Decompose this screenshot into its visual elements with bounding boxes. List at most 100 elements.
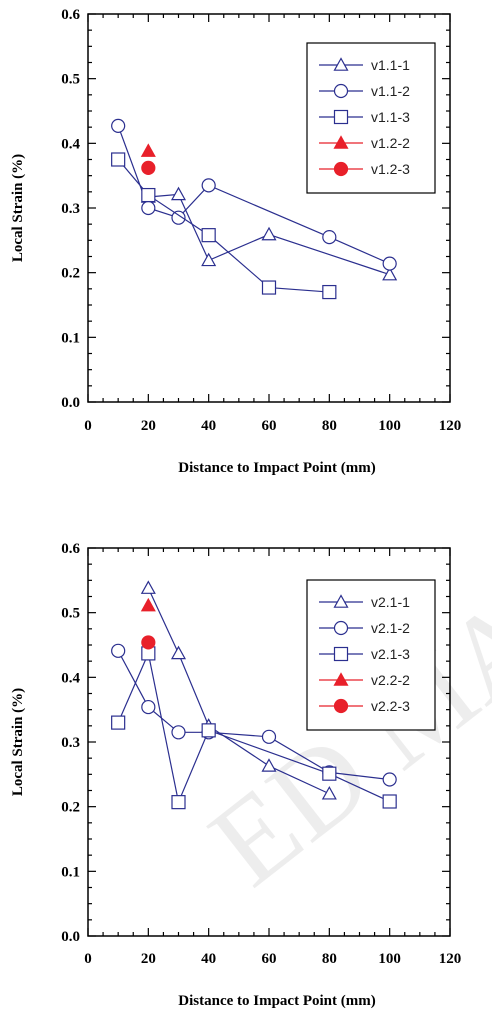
y-tick-label: 0.2 — [61, 800, 80, 816]
legend-marker — [333, 698, 349, 714]
series-v1.1-1 — [140, 186, 398, 281]
data-point — [140, 580, 156, 594]
legend-box — [306, 579, 436, 731]
legend-marker — [333, 57, 349, 71]
x-tick-label: 100 — [378, 951, 401, 967]
data-point — [382, 794, 397, 809]
y-tick-label: 0.0 — [61, 929, 80, 945]
legend-marker — [333, 109, 349, 125]
x-tick-label: 40 — [201, 418, 216, 434]
y-tick-label: 0.4 — [61, 670, 80, 686]
legend-label: v1.2-2 — [371, 135, 410, 151]
legend-label: v2.2-3 — [371, 698, 410, 714]
legend-marker — [333, 646, 349, 662]
y-tick-label: 0.4 — [61, 136, 80, 152]
data-point — [171, 210, 186, 225]
data-point — [261, 758, 277, 772]
x-tick-label: 40 — [201, 951, 216, 967]
data-point — [201, 178, 216, 193]
data-point — [170, 186, 187, 201]
series-v1.2-2 — [140, 143, 156, 157]
data-point — [201, 228, 216, 243]
legend-label: v1.1-2 — [371, 83, 410, 99]
legend: v2.1-1 v2.1-2 v2.1-3 v2.2-2 v2.2-3 — [306, 579, 436, 731]
x-tick-label: 120 — [439, 951, 462, 967]
legend-marker — [333, 161, 349, 177]
data-point — [201, 252, 217, 267]
data-point — [141, 699, 156, 715]
data-point — [261, 729, 277, 744]
data-point — [140, 143, 156, 157]
legend-label: v2.1-1 — [371, 594, 410, 610]
data-point — [141, 200, 156, 216]
data-point — [111, 118, 126, 133]
legend-box — [306, 42, 436, 194]
legend-label: v1.1-3 — [371, 109, 410, 125]
data-point — [171, 725, 186, 740]
data-point — [111, 152, 126, 167]
y-tick-label: 0.0 — [61, 395, 80, 411]
x-tick-label: 80 — [322, 418, 337, 434]
legend-marker — [333, 135, 349, 149]
data-point — [111, 715, 126, 730]
y-tick-label: 0.2 — [61, 266, 80, 282]
data-point — [322, 766, 337, 781]
data-point — [261, 280, 277, 295]
data-point — [382, 266, 398, 281]
legend-marker — [333, 594, 349, 608]
data-point — [261, 226, 277, 241]
data-point — [321, 785, 337, 800]
data-point — [111, 643, 126, 658]
y-tick-label: 0.6 — [61, 541, 80, 557]
data-point — [322, 284, 337, 300]
legend-label: v2.1-3 — [371, 646, 410, 662]
series-v2.2-3 — [141, 635, 156, 650]
y-axis-title: Local Strain (%) — [10, 154, 26, 262]
data-point — [382, 772, 397, 787]
series-v1.1-3 — [111, 152, 337, 300]
y-tick-label: 0.5 — [61, 72, 80, 88]
data-point — [140, 597, 156, 612]
x-axis-title: Distance to Impact Point (mm) — [178, 993, 375, 1009]
data-point — [171, 795, 186, 810]
y-tick-label: 0.3 — [61, 201, 80, 217]
data-point — [141, 187, 156, 203]
y-tick-label: 0.6 — [61, 7, 80, 23]
x-tick-label: 20 — [141, 951, 156, 967]
x-tick-label: 20 — [141, 418, 156, 434]
legend-label: v1.2-3 — [371, 161, 410, 177]
legend-marker — [333, 672, 349, 686]
y-axis-title: Local Strain (%) — [10, 688, 26, 796]
x-tick-label: 80 — [322, 951, 337, 967]
legend-label: v2.2-2 — [371, 672, 410, 688]
legend-marker — [333, 83, 349, 99]
x-tick-label: 0 — [84, 418, 92, 434]
series-v2.1-3 — [111, 646, 397, 810]
x-tick-label: 0 — [84, 951, 92, 967]
legend-marker — [333, 620, 349, 636]
series-v1.2-3 — [141, 160, 156, 176]
data-point — [170, 645, 187, 660]
series-v2.2-2 — [140, 597, 156, 612]
data-point — [201, 723, 216, 738]
x-axis-title: Distance to Impact Point (mm) — [178, 460, 375, 476]
x-tick-label: 60 — [262, 951, 277, 967]
x-tick-label: 60 — [262, 418, 277, 434]
chart-top: 0 20 40 60 80 100 120 0.0 0.1 0.2 0.3 0.4 0.5 0.6 Dist… — [10, 7, 461, 476]
y-tick-label: 0.1 — [61, 330, 80, 346]
y-tick-label: 0.5 — [61, 606, 80, 622]
y-tick-label: 0.3 — [61, 735, 80, 751]
x-tick-label: 100 — [378, 418, 401, 434]
legend-label: v1.1-1 — [371, 57, 410, 73]
series-line — [117, 159, 330, 293]
y-tick-label: 0.1 — [61, 864, 80, 880]
legend: v1.1-1 v1.1-2 v1.1-3 v1.2-2 v1.2-3 — [306, 42, 436, 194]
data-point — [141, 160, 156, 176]
data-point — [382, 256, 397, 271]
x-tick-label: 120 — [439, 418, 462, 434]
data-point — [141, 635, 156, 650]
legend-label: v2.1-2 — [371, 620, 410, 636]
data-point — [322, 230, 337, 245]
chart-bottom: 0 20 40 60 80 100 120 0.0 0.1 0.2 0.3 0.4 0.5 0.6 Dist… — [10, 541, 461, 1009]
